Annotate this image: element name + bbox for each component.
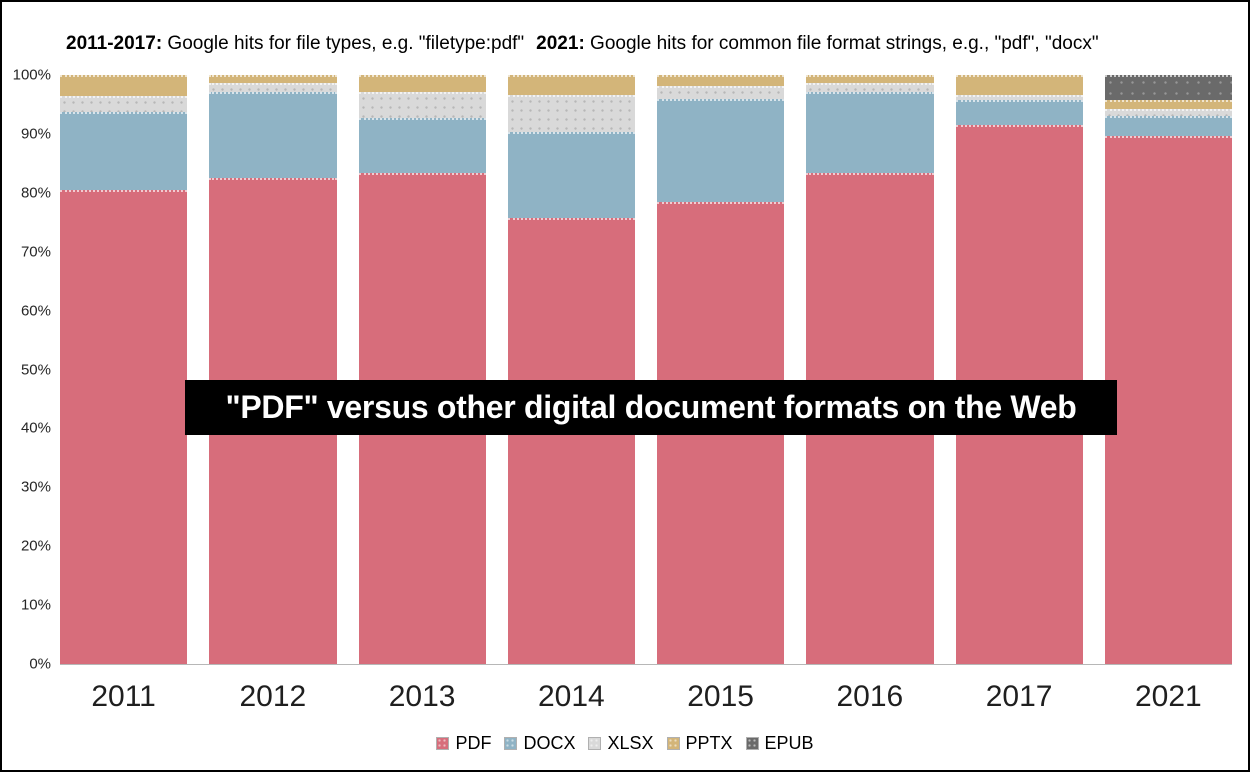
segment-docx-2011 [60, 111, 188, 190]
legend-label-xlsx: XLSX [607, 733, 654, 753]
segment-pptx-2013 [358, 75, 486, 93]
bar-2013 [358, 75, 486, 664]
segment-docx-2014 [507, 131, 635, 219]
segment-docx-2015 [657, 99, 785, 203]
segment-pdf-2021 [1104, 136, 1232, 664]
segment-pptx-2012 [209, 75, 337, 83]
x-axis-labels: 2011 2012 2013 2014 2015 2016 2017 2021 [60, 680, 1232, 714]
chart-title: "PDF" versus other digital document form… [225, 389, 1077, 425]
y-tick-40: 40% [20, 419, 51, 437]
segment-xlsx-2013 [358, 92, 486, 119]
bar-2021 [1104, 75, 1232, 664]
segment-pptx-2016 [806, 75, 934, 84]
segment-xlsx-2012 [209, 82, 337, 92]
legend-label-pdf: PDF [455, 733, 492, 753]
legend-item-epub: EPUB [745, 733, 814, 754]
bar-2015 [657, 75, 785, 664]
segment-docx-2021 [1104, 116, 1232, 137]
segment-pdf-2011 [60, 189, 188, 664]
bars-container [60, 75, 1232, 664]
segment-xlsx-2021 [1104, 108, 1232, 117]
segment-docx-2016 [806, 92, 934, 173]
segment-xlsx-2017 [955, 95, 1083, 101]
segment-xlsx-2015 [657, 86, 785, 100]
subtitle-range2-label: 2021: [536, 33, 585, 54]
segment-pptx-2014 [507, 75, 635, 96]
segment-docx-2013 [358, 118, 486, 174]
segment-docx-2012 [209, 91, 337, 179]
segment-docx-2017 [955, 100, 1083, 126]
segment-pdf-2014 [507, 218, 635, 664]
x-label-2014: 2014 [538, 680, 605, 713]
y-tick-80: 80% [20, 184, 51, 202]
legend-swatch-pdf [436, 737, 450, 750]
y-tick-60: 60% [20, 302, 51, 320]
x-label-2016: 2016 [836, 680, 904, 713]
x-label-2013: 2013 [388, 680, 456, 713]
y-tick-50: 50% [20, 361, 51, 378]
segment-pptx-2011 [60, 75, 188, 97]
legend: PDF DOCX XLSX PPTX EPUB [2, 733, 1248, 754]
x-label-2012: 2012 [239, 680, 307, 713]
segment-epub-2021 [1104, 75, 1232, 100]
subtitle-range1-label: 2011-2017: [66, 33, 163, 54]
legend-item-docx: DOCX [504, 733, 575, 754]
chart-subtitle: 2011-2017: Google hits for file types, e… [66, 33, 1232, 55]
y-tick-90: 90% [20, 125, 51, 143]
segment-pptx-2021 [1104, 99, 1232, 109]
y-tick-70: 70% [20, 243, 51, 261]
legend-swatch-xlsx [588, 737, 602, 750]
chart-title-banner: "PDF" versus other digital document form… [185, 380, 1117, 435]
x-label-2011: 2011 [91, 680, 156, 713]
legend-swatch-epub [745, 737, 759, 750]
legend-swatch-docx [504, 737, 518, 750]
segment-xlsx-2016 [806, 83, 934, 93]
segment-pptx-2017 [955, 75, 1083, 96]
plot-area: 0% 10% 20% 30% 40% 50% 60% 70% 80% 90% 100% [13, 67, 1232, 673]
x-label-2021: 2021 [1135, 680, 1202, 713]
legend-item-pdf: PDF [436, 733, 491, 754]
legend-label-epub: EPUB [764, 733, 814, 753]
bar-2017 [955, 75, 1083, 664]
segment-xlsx-2014 [507, 95, 635, 132]
legend-item-pptx: PPTX [666, 733, 733, 754]
legend-item-xlsx: XLSX [588, 733, 654, 754]
bar-2011 [60, 75, 188, 664]
bar-2012 [209, 75, 337, 664]
bar-2014 [507, 75, 635, 664]
legend-label-docx: DOCX [523, 733, 576, 753]
y-tick-30: 30% [20, 478, 51, 496]
y-tick-10: 10% [20, 596, 51, 614]
y-tick-100: 100% [12, 66, 51, 84]
y-tick-0: 0% [29, 655, 51, 673]
x-label-2015: 2015 [687, 680, 754, 713]
subtitle-range2-desc: Google hits for common file format strin… [584, 33, 1099, 54]
segment-xlsx-2011 [60, 96, 188, 112]
subtitle-range1-desc: Google hits for file types, e.g. "filety… [162, 33, 525, 54]
y-tick-20: 20% [20, 537, 51, 555]
legend-label-pptx: PPTX [685, 733, 733, 753]
bar-2016 [806, 75, 934, 664]
x-label-2017: 2017 [985, 680, 1053, 713]
segment-pptx-2015 [657, 75, 785, 87]
legend-swatch-pptx [666, 737, 680, 750]
